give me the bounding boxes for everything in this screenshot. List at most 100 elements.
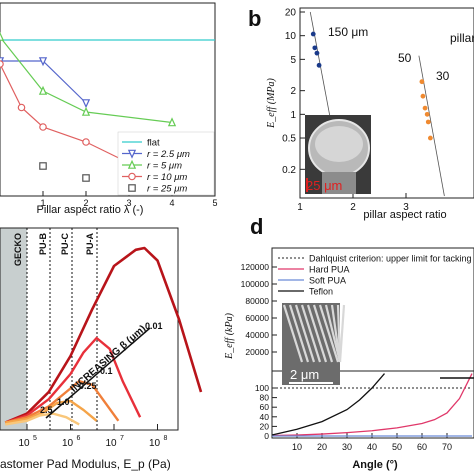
panel-a-point (82, 174, 90, 182)
panel-d-x-tick-label: 60 (417, 442, 427, 452)
panel-a-point (0, 31, 5, 41)
panel-a-point (81, 99, 91, 109)
panel-a-line-3 (0, 63, 130, 164)
inset-d-fiber (312, 304, 334, 363)
panel-c-curve-label: 0.1 (100, 366, 113, 376)
panel-d-y-tick-label: 100000 (241, 279, 270, 289)
panel-b: b 20 10 5 2 1 0.5 0.2 1 2 3 E_eff (MPa) pillar a… (248, 6, 474, 221)
panel-c-curve-1 (4, 336, 142, 424)
panel-b-point (425, 119, 431, 125)
panel-b-inset-image: 25 μm (305, 115, 371, 194)
panel-d-label: d (250, 214, 263, 239)
panel-b-y-tick-label: 5 (290, 55, 296, 66)
panel-c-curve-label: 2.5 (40, 405, 53, 415)
panel-c-x-tick-exponent: 8 (164, 435, 168, 442)
panel-d-x-tick-label: 20 (317, 442, 327, 452)
panel-d-inset-image: 2 μm (282, 303, 346, 385)
panel-c-x-tick-exponent: 7 (120, 435, 124, 442)
panel-d-y-tick-label: 60 (260, 402, 270, 412)
panel-a-point (0, 60, 4, 68)
panel-c-curves (4, 246, 203, 426)
panel-a-x-tick-label: 3 (126, 198, 131, 208)
panel-c-curve-2 (4, 380, 120, 424)
panel-a-point (81, 106, 91, 116)
panel-c-x-tick-label: 10 (62, 438, 74, 449)
panel-d-curve-3 (271, 373, 385, 436)
panel-c-curve-4 (5, 412, 80, 426)
panel-d-x-tick-label: 40 (367, 442, 377, 452)
panel-d-x-tick-label: 50 (392, 442, 402, 452)
panel-a-line-1 (0, 60, 87, 104)
panel-b-y-tick-label: 20 (285, 8, 297, 19)
panel-b-point (419, 79, 425, 85)
pu-b-label: PU-B (38, 233, 48, 255)
panel-b-series-label: 150 μm (328, 25, 368, 39)
panel-d-y-ticks: 20000 40000 60000 80000 100000 120000 02040608… (241, 262, 277, 441)
panel-a-legend-marker (127, 159, 137, 169)
panel-d-y-tick-label: 120000 (241, 262, 270, 272)
panel-d-y-tick-label: 80 (260, 393, 270, 403)
panel-d-y-tick-label: 0 (264, 431, 269, 441)
inset-d-scale-label: 2 μm (290, 367, 319, 382)
panel-b-y-ticks: 20 10 5 2 1 0.5 0.2 (282, 8, 305, 176)
panel-d-y-tick-label: 20000 (245, 347, 269, 357)
panel-b-point (316, 62, 322, 68)
panel-b-series-labels: 150 μm 50 30 (328, 25, 450, 83)
panel-a-x-label: Pillar aspect ratio λ (-) (37, 204, 144, 216)
panel-d-x-tick-label: 70 (442, 442, 452, 452)
panel-d: d 20000400006000080000100000120000020406… (224, 214, 474, 471)
panel-b-series-label: 30 (436, 69, 450, 83)
pu-a-label: PU-A (85, 233, 95, 255)
panel-a-x-tick-label: 4 (169, 198, 174, 208)
panel-d-y-tick-label: 100 (255, 383, 269, 393)
inset-b-stem (322, 172, 356, 194)
panel-c-frame (0, 227, 179, 431)
panel-a-point (17, 103, 26, 112)
panel-a-legend-label: r = 10 μm (147, 172, 187, 183)
inset-d-fiber (300, 304, 322, 363)
panel-b-point (427, 135, 433, 141)
gecko-label: GECKO (13, 233, 23, 266)
panel-a-legend-label: flat (147, 138, 160, 149)
panel-b-y-tick-label: 0.2 (282, 165, 296, 176)
panel-d-legend-label: Dahlquist criterion: upper limit for tac… (309, 254, 472, 264)
panel-d-curve-1 (271, 373, 473, 437)
inset-d-fiber (306, 304, 328, 363)
panel-d-y-tick-label: 80000 (245, 296, 269, 306)
panel-d-y-tick-label: 40000 (245, 330, 269, 340)
panel-a-legend-label: r = 5 μm (147, 161, 182, 172)
panel-d-x-tick-label: 10 (292, 442, 302, 452)
panel-b-label: b (248, 6, 261, 31)
panel-c: GECKO PU-B PU-C PU-A 0.010.10.251.02.5 I… (0, 227, 203, 471)
panel-b-point (420, 93, 426, 99)
inset-d-fiber (282, 304, 304, 363)
panel-c-x-ticks: 10 5 10 6 10 7 10 8 (18, 424, 168, 449)
panel-b-frame (299, 7, 474, 199)
increasing-beta-arrow (45, 327, 151, 419)
panel-d-y-label: E_eff (kPa) (224, 312, 235, 359)
panel-b-point (422, 105, 428, 111)
inset-d-fiber (294, 304, 316, 363)
panel-b-y-tick-label: 0.5 (282, 134, 296, 145)
panel-c-x-tick-label: 10 (18, 438, 30, 449)
inset-d-fiber (288, 304, 310, 363)
panel-b-x-tick-label: 3 (403, 202, 409, 213)
panel-b-x-tick-label: 1 (297, 202, 303, 213)
panel-d-y-tick-label: 40 (260, 412, 270, 422)
panel-c-x-tick-exponent: 6 (77, 435, 81, 442)
panel-b-y-tick-label: 2 (290, 86, 296, 97)
panel-b-x-tick-label: 2 (350, 202, 356, 213)
panel-d-legend-label: Soft PUA (309, 276, 346, 286)
panel-b-x-label: pillar aspect ratio (363, 209, 446, 221)
panel-b-points (310, 31, 433, 141)
panel-a-x-tick-label: 5 (212, 198, 217, 208)
inset-d-fiber (318, 304, 340, 363)
panel-d-legend-label: Hard PUA (309, 265, 350, 275)
panel-d-y-tick-label: 60000 (245, 313, 269, 323)
panel-a-x-tick-label: 1 (40, 198, 45, 208)
panel-c-x-label: Elastomer Pad Modulus, E_p (Pa) (0, 457, 171, 471)
panel-a-legend-label: r = 25 μm (147, 184, 187, 195)
inset-d-fiber (338, 304, 346, 363)
